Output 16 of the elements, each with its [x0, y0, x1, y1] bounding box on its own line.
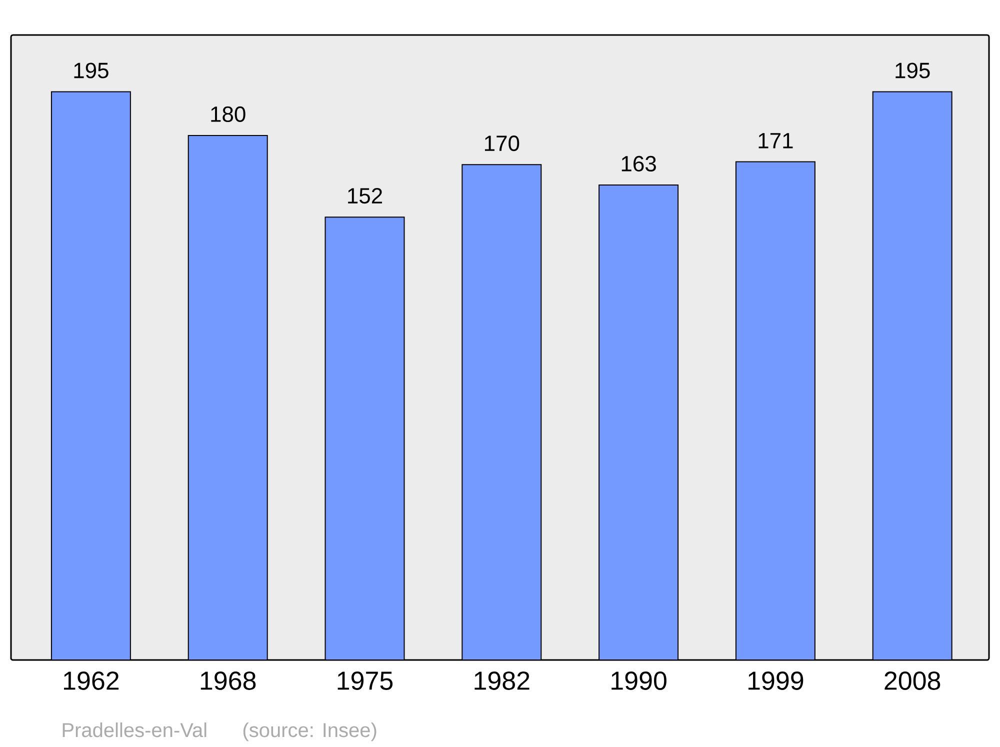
text: (source: Insee) [243, 722, 376, 742]
data-label: 195 [896, 62, 930, 78]
data-label: 180 [211, 106, 246, 122]
data-label: 152 [348, 188, 382, 204]
x-tick-label: 1968 [200, 672, 256, 690]
data-label: 170 [484, 136, 520, 152]
data-label: 163 [622, 156, 656, 172]
x-tick-label: 1975 [338, 672, 393, 690]
x-tick-label: 1999 [748, 672, 804, 690]
data-label: 195 [74, 62, 108, 78]
data-label: 171 [758, 133, 793, 148]
x-tick-label: 1962 [64, 672, 119, 690]
text: Pradelles-en-Val [62, 722, 206, 738]
x-tick-label: 2008 [884, 672, 940, 690]
x-tick-label: 1982 [474, 672, 530, 690]
x-tick-label: 1990 [612, 672, 666, 690]
